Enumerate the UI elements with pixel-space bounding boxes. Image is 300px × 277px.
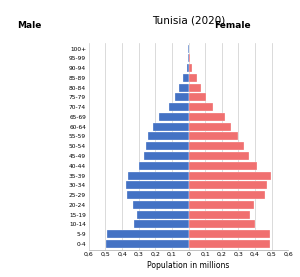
X-axis label: Population in millions: Population in millions	[147, 261, 230, 270]
Bar	[169, 103, 188, 111]
Bar	[188, 74, 196, 82]
Bar	[188, 240, 270, 248]
Bar	[148, 132, 188, 140]
Bar	[139, 162, 188, 170]
Bar	[187, 64, 188, 72]
Bar	[144, 152, 188, 160]
Bar	[126, 181, 188, 189]
Bar	[188, 84, 202, 92]
Bar	[188, 93, 206, 101]
Bar	[188, 191, 265, 199]
Bar	[188, 171, 271, 179]
Bar	[127, 191, 188, 199]
Bar	[188, 132, 238, 140]
Bar	[188, 123, 231, 131]
Bar	[175, 93, 188, 101]
Bar	[188, 201, 254, 209]
Bar	[128, 171, 188, 179]
Bar	[134, 201, 188, 209]
Bar	[188, 113, 225, 121]
Bar	[183, 74, 188, 82]
Text: Female: Female	[214, 21, 251, 30]
Bar	[179, 84, 188, 92]
Bar	[134, 220, 188, 229]
Bar	[188, 230, 270, 238]
Bar	[107, 230, 188, 238]
Bar	[188, 211, 250, 219]
Bar	[188, 103, 213, 111]
Bar	[106, 240, 188, 248]
Bar	[188, 152, 249, 160]
Bar	[159, 113, 188, 121]
Text: Male: Male	[17, 21, 41, 30]
Bar	[188, 64, 191, 72]
Bar	[188, 142, 244, 150]
Bar	[146, 142, 188, 150]
Bar	[188, 181, 267, 189]
Bar	[188, 45, 189, 53]
Bar	[188, 54, 190, 62]
Bar	[137, 211, 188, 219]
Bar	[153, 123, 188, 131]
Bar	[188, 220, 255, 229]
Bar	[188, 162, 257, 170]
Title: Tunisia (2020): Tunisia (2020)	[152, 15, 225, 25]
